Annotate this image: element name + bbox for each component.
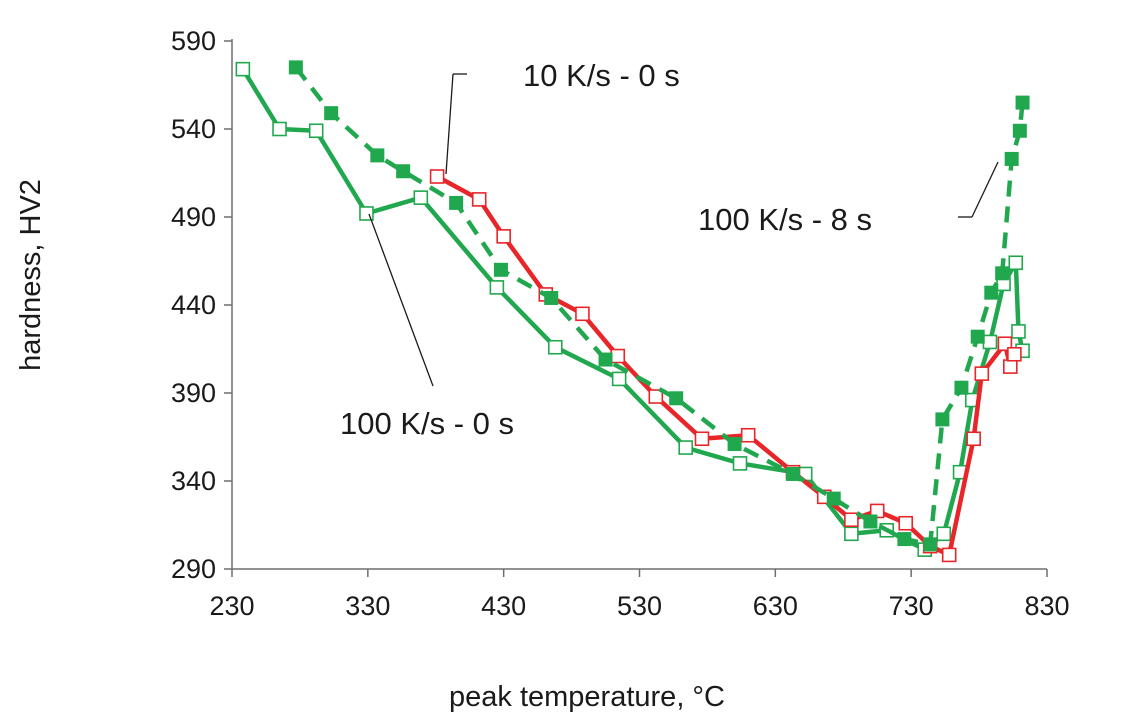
data-point <box>984 285 999 300</box>
annotation-leader-10ks-0s <box>445 73 454 175</box>
data-point <box>493 262 508 277</box>
data-point <box>396 164 411 179</box>
data-point <box>970 329 985 344</box>
y-tick-label: 590 <box>171 26 216 56</box>
data-point <box>413 190 429 205</box>
data-point <box>1011 324 1026 339</box>
y-tick-label: 540 <box>171 114 216 144</box>
x-tick-label: 230 <box>209 591 254 621</box>
x-tick-label: 630 <box>753 591 798 621</box>
x-tick-label: 830 <box>1024 591 1069 621</box>
data-point <box>370 148 385 163</box>
annotation-leader-100ks-0s <box>368 213 434 387</box>
data-point <box>997 336 1013 352</box>
x-axis-title: peak temperature, °C <box>449 681 725 713</box>
annotation-layer: 10 K/s - 0 s 100 K/s - 8 s 100 K/s - 0 s <box>340 58 999 441</box>
data-point <box>1015 95 1030 110</box>
data-point <box>966 431 981 447</box>
y-tick-label: 340 <box>171 466 216 496</box>
data-point <box>547 339 563 355</box>
data-point <box>826 491 841 506</box>
data-point <box>995 266 1010 281</box>
annotation-leader-100ks-8s-diag <box>971 161 999 218</box>
data-point <box>308 123 324 139</box>
data-point <box>694 431 710 447</box>
annotation-label-100ks-0s: 100 K/s - 0 s <box>340 406 514 441</box>
data-point <box>1007 346 1022 362</box>
data-point <box>496 229 511 244</box>
data-point <box>954 380 969 395</box>
data-point <box>1012 123 1027 138</box>
data-point <box>863 514 878 529</box>
axes: 290 340 390 440 490 540 590 230 330 430 530 630 730 8… <box>171 26 1070 621</box>
data-point <box>272 121 287 137</box>
data-point <box>974 366 990 381</box>
annotation-label-100ks-8s: 100 K/s - 8 s <box>698 202 872 237</box>
y-tick-label: 440 <box>171 290 216 320</box>
x-tick-label: 330 <box>345 591 390 621</box>
data-point <box>897 532 912 547</box>
series-line-100-k-s-8-s <box>294 66 1025 547</box>
annotation-label-10ks-0s: 10 K/s - 0 s <box>523 58 680 93</box>
x-tick-label: 730 <box>889 591 934 621</box>
data-point <box>288 60 303 75</box>
y-axis-title: hardness, HV2 <box>15 179 47 371</box>
data-point <box>575 306 590 322</box>
data-point <box>324 106 339 121</box>
series-layer <box>235 60 1030 563</box>
data-point <box>429 169 445 184</box>
data-point <box>611 371 627 387</box>
x-tick-label: 430 <box>481 591 526 621</box>
data-point <box>727 437 742 452</box>
data-point <box>844 512 859 528</box>
data-point <box>1003 359 1018 374</box>
y-tick-label: 390 <box>171 378 216 408</box>
data-point <box>544 290 559 305</box>
series-100-k-s-8-s <box>288 60 1030 552</box>
series-line-100-k-s-0-s <box>240 68 1025 552</box>
y-tick-label: 290 <box>171 554 216 584</box>
data-point <box>471 192 487 207</box>
data-point <box>1004 151 1019 166</box>
data-point <box>935 412 950 427</box>
data-point <box>941 547 957 563</box>
data-point <box>936 526 952 542</box>
data-point <box>449 195 464 210</box>
axis-titles: peak temperature, °C hardness, HV2 <box>15 179 725 713</box>
data-point <box>923 537 938 552</box>
data-point <box>235 61 251 77</box>
x-tick-label: 530 <box>617 591 662 621</box>
data-point <box>740 427 756 443</box>
data-point <box>610 348 626 364</box>
y-tick-label: 490 <box>171 202 216 232</box>
data-point <box>648 389 664 404</box>
data-point <box>844 526 859 542</box>
data-point <box>678 440 693 455</box>
data-point <box>598 352 613 367</box>
data-point <box>489 280 505 295</box>
data-point <box>898 515 914 531</box>
data-point <box>1008 255 1024 271</box>
data-point <box>982 334 998 350</box>
data-point <box>669 391 684 406</box>
data-point <box>732 456 748 471</box>
data-point <box>785 466 800 481</box>
